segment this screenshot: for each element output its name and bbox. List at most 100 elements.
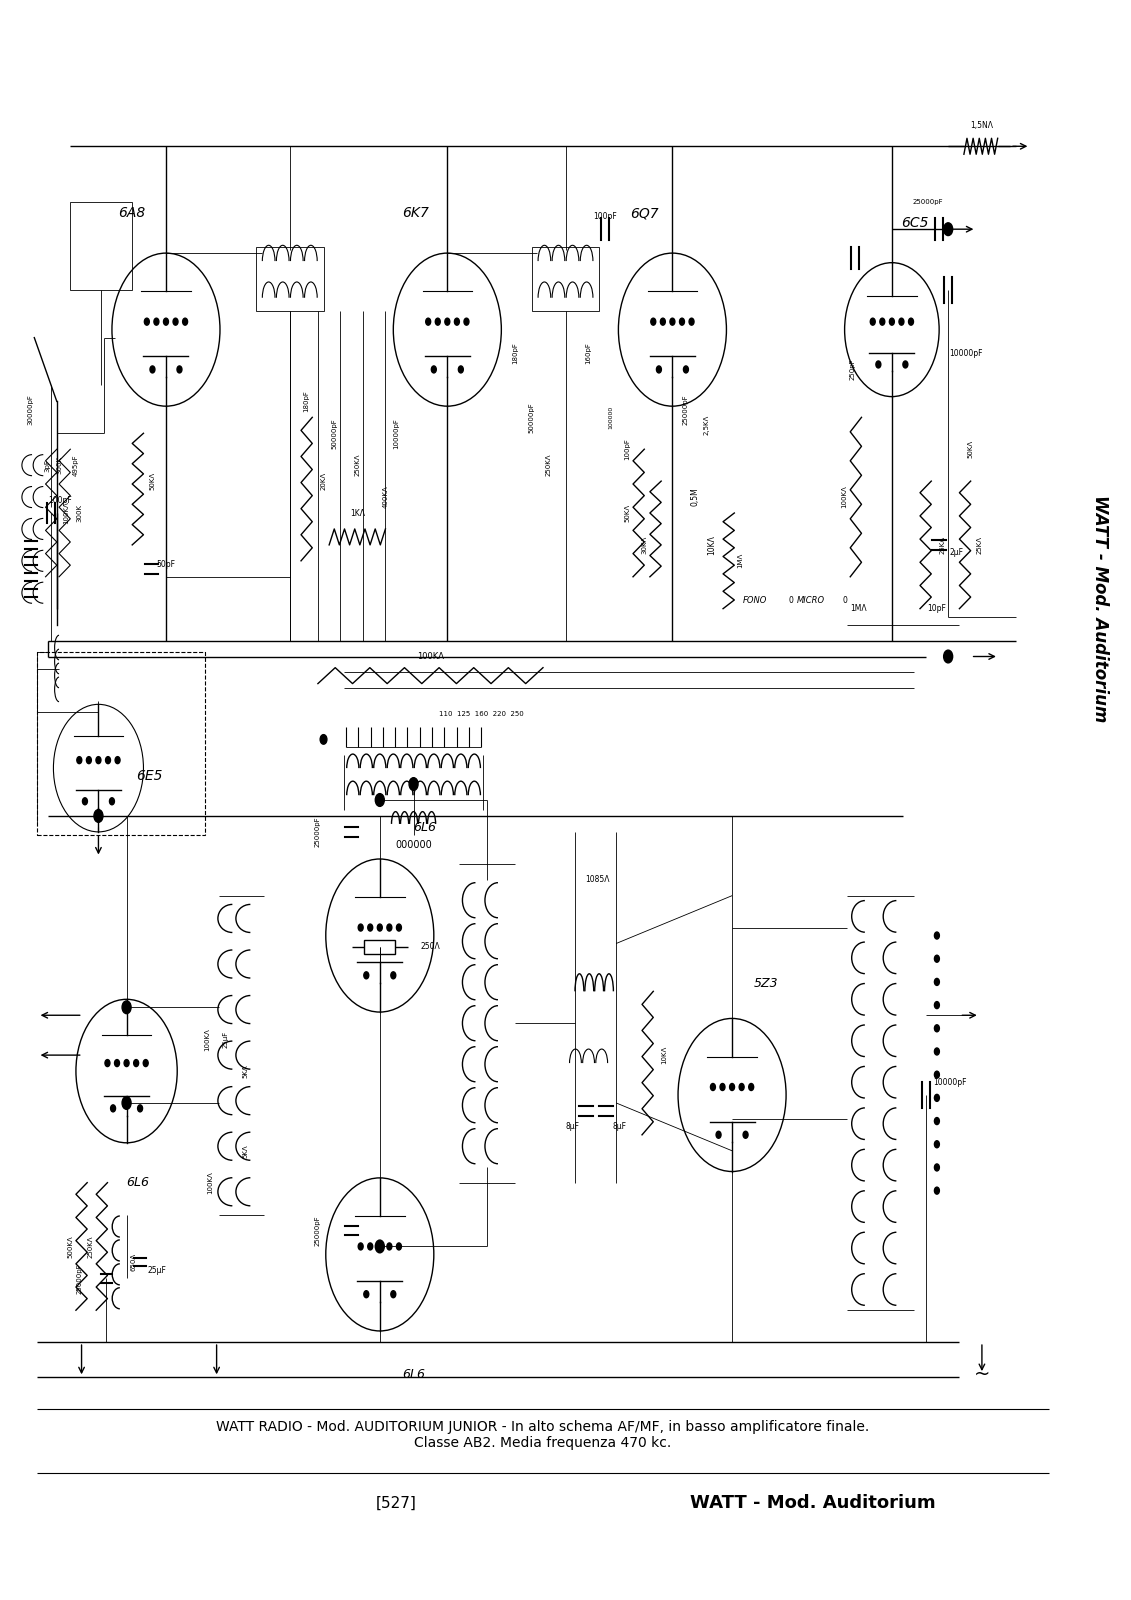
Circle shape (375, 1240, 385, 1253)
Text: 1085Λ: 1085Λ (585, 875, 610, 885)
Text: 110  125  160  220  250: 110 125 160 220 250 (439, 710, 524, 717)
Text: 100KΛ: 100KΛ (841, 486, 847, 509)
Text: 180pF: 180pF (303, 390, 310, 413)
Circle shape (96, 757, 101, 763)
Circle shape (364, 971, 369, 979)
Text: 1,5NΛ: 1,5NΛ (970, 122, 993, 130)
Circle shape (94, 810, 103, 822)
Circle shape (899, 318, 904, 325)
Text: 25000pF: 25000pF (314, 816, 321, 848)
Text: 0: 0 (788, 597, 793, 605)
Circle shape (176, 366, 182, 373)
Circle shape (458, 366, 464, 373)
Text: 400KΛ: 400KΛ (382, 486, 388, 509)
Text: 6A8: 6A8 (119, 206, 146, 221)
Circle shape (729, 1083, 734, 1091)
Circle shape (934, 1094, 940, 1101)
Circle shape (870, 318, 875, 325)
Circle shape (425, 318, 431, 325)
Text: 1KΛ: 1KΛ (349, 509, 365, 517)
Circle shape (105, 1059, 110, 1067)
Circle shape (464, 318, 469, 325)
Circle shape (391, 971, 396, 979)
Text: 1MΛ: 1MΛ (849, 605, 866, 613)
Circle shape (83, 798, 87, 805)
Circle shape (435, 318, 440, 325)
Circle shape (359, 1243, 363, 1250)
Circle shape (934, 1163, 940, 1171)
Text: 25000pF: 25000pF (913, 198, 943, 205)
Circle shape (122, 1096, 131, 1109)
Text: 10pF: 10pF (927, 605, 947, 613)
Text: 50KΛ: 50KΛ (968, 440, 974, 458)
Circle shape (650, 318, 656, 325)
Circle shape (124, 1059, 129, 1067)
Bar (364, 939, 395, 954)
Text: 250KΛ: 250KΛ (545, 454, 552, 477)
Circle shape (689, 318, 694, 325)
Circle shape (145, 318, 149, 325)
Circle shape (368, 1243, 373, 1250)
Circle shape (934, 933, 940, 939)
Circle shape (105, 757, 111, 763)
Circle shape (320, 734, 327, 744)
Text: 20KΛ: 20KΛ (320, 472, 327, 490)
Text: 50pF: 50pF (156, 560, 175, 568)
Circle shape (710, 1083, 716, 1091)
Text: 495pF: 495pF (72, 454, 79, 475)
Text: 250Λ: 250Λ (421, 942, 440, 950)
Circle shape (670, 318, 675, 325)
Text: 5KΛ: 5KΛ (243, 1064, 249, 1078)
Circle shape (111, 1106, 115, 1112)
Circle shape (683, 366, 689, 373)
Circle shape (378, 925, 382, 931)
Text: 100000: 100000 (608, 406, 613, 429)
Circle shape (903, 362, 908, 368)
Circle shape (455, 318, 459, 325)
Circle shape (908, 318, 914, 325)
Circle shape (138, 1106, 143, 1112)
Circle shape (368, 925, 373, 931)
Circle shape (387, 925, 391, 931)
Text: 25μF: 25μF (223, 1030, 228, 1048)
Text: 50000pF: 50000pF (528, 402, 535, 432)
Text: 10KΛ: 10KΛ (707, 534, 716, 555)
Circle shape (934, 1024, 940, 1032)
Text: 0,5M: 0,5M (690, 488, 699, 507)
Text: 6C5: 6C5 (900, 216, 929, 230)
Circle shape (720, 1083, 725, 1091)
Circle shape (444, 318, 450, 325)
Circle shape (144, 1059, 148, 1067)
Circle shape (661, 318, 665, 325)
Circle shape (391, 1291, 396, 1298)
Text: 50KΛ: 50KΛ (624, 504, 630, 522)
Circle shape (182, 318, 188, 325)
Text: 50000pF: 50000pF (331, 418, 338, 448)
Text: 300K: 300K (76, 504, 83, 522)
Text: Classe AB2. Media frequenza 470 kc.: Classe AB2. Media frequenza 470 kc. (414, 1435, 672, 1450)
Text: 25KΛ: 25KΛ (977, 536, 983, 554)
Text: [527]: [527] (377, 1496, 417, 1510)
Text: 2μF: 2μF (949, 549, 962, 557)
Circle shape (656, 366, 662, 373)
Circle shape (387, 1243, 391, 1250)
Text: 10KΛ: 10KΛ (662, 1046, 667, 1064)
Text: 100pF: 100pF (624, 438, 630, 461)
Text: 250pF: 250pF (849, 358, 855, 381)
Circle shape (150, 366, 155, 373)
Text: 25000pF: 25000pF (76, 1262, 83, 1294)
Circle shape (934, 1048, 940, 1054)
Text: 100KΛ: 100KΛ (63, 502, 69, 525)
Circle shape (934, 1070, 940, 1078)
Circle shape (943, 222, 952, 235)
Text: 100KΛ: 100KΛ (205, 1027, 210, 1051)
Circle shape (110, 798, 114, 805)
Text: 5Z3: 5Z3 (753, 978, 778, 990)
Bar (36, 651, 206, 835)
Circle shape (934, 1141, 940, 1147)
Text: 000000: 000000 (395, 840, 432, 850)
Text: 8μF: 8μF (613, 1122, 627, 1131)
Text: 2,5KΛ: 2,5KΛ (703, 414, 709, 435)
Circle shape (716, 1131, 722, 1138)
Text: 10000pF: 10000pF (394, 418, 399, 448)
